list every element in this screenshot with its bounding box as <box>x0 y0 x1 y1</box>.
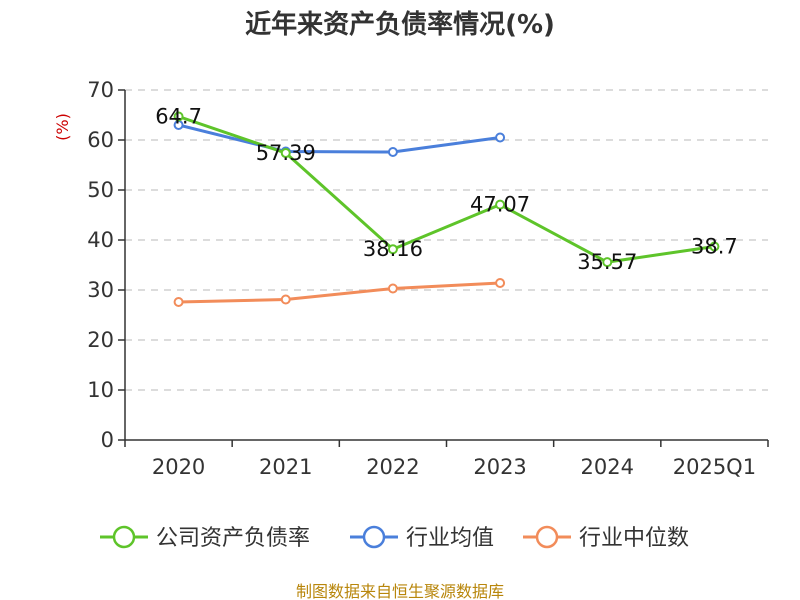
data-label-4: 35.57 <box>577 250 637 274</box>
data-label-1: 57.39 <box>256 141 316 165</box>
series-line-1 <box>178 123 501 154</box>
x-tick-label-2024: 2024 <box>581 455 634 479</box>
legend-item-1: 行业均值 <box>350 525 494 551</box>
data-point-0-1 <box>280 148 291 159</box>
legend-marker-1 <box>362 525 386 549</box>
y-tick-label-70: 70 <box>87 78 114 102</box>
data-label-0: 64.7 <box>155 105 202 129</box>
y-axis-unit: (%) <box>53 113 72 141</box>
data-point-0-0 <box>173 111 184 122</box>
data-point-2-1 <box>280 294 291 305</box>
legend-marker-0 <box>112 525 136 549</box>
data-labels: 64.7 57.39 38.16 47.07 35.57 38.7 <box>155 105 738 275</box>
y-tick-label-60: 60 <box>87 128 114 152</box>
source-note: 制图数据来自恒生聚源数据库 <box>296 582 504 600</box>
x-tick-label-2020: 2020 <box>152 455 205 479</box>
data-point-2-0 <box>173 297 184 307</box>
data-point-2-2 <box>387 283 398 294</box>
y-tick-label-30: 30 <box>87 278 114 302</box>
legend: 公司资产负债率 行业均值 行业中位数 <box>100 525 689 551</box>
x-tick-label-2021: 2021 <box>259 455 312 479</box>
axes: 0 10 20 30 40 50 60 70 2020 2021 2022 2023 2024 2025Q… <box>87 78 769 479</box>
series-lines <box>173 111 720 307</box>
data-point-0-5 <box>709 241 720 252</box>
data-point-2-3 <box>495 278 506 288</box>
x-tick-label-2023: 2023 <box>473 455 526 479</box>
data-label-5: 38.7 <box>691 235 738 259</box>
y-tick-label-0: 0 <box>101 428 114 452</box>
y-tick-label-40: 40 <box>87 228 114 252</box>
chart-title: 近年来资产负债率情况(%) <box>245 9 555 40</box>
y-tick-label-50: 50 <box>87 178 114 202</box>
y-tick-label-20: 20 <box>87 328 114 352</box>
x-tick-label-2022: 2022 <box>366 455 419 479</box>
data-label-3: 47.07 <box>470 193 530 217</box>
data-label-2: 38.16 <box>363 237 423 261</box>
legend-label-2: 行业中位数 <box>579 526 689 551</box>
legend-item-0: 公司资产负债率 <box>100 525 310 551</box>
data-point-0-2 <box>387 244 398 255</box>
data-point-0-4 <box>602 257 613 268</box>
data-point-1-3 <box>495 132 506 143</box>
legend-item-2: 行业中位数 <box>523 525 689 551</box>
series-line-2 <box>178 281 501 304</box>
grid-lines <box>125 89 768 391</box>
x-tick-label-2025Q1: 2025Q1 <box>673 455 756 479</box>
data-point-0-3 <box>495 199 506 210</box>
legend-label-0: 公司资产负债率 <box>156 526 310 551</box>
data-point-1-2 <box>387 147 398 157</box>
legend-marker-2 <box>535 525 559 549</box>
legend-label-1: 行业均值 <box>406 526 494 551</box>
y-tick-label-10: 10 <box>87 378 114 402</box>
series-line-0 <box>178 115 715 264</box>
